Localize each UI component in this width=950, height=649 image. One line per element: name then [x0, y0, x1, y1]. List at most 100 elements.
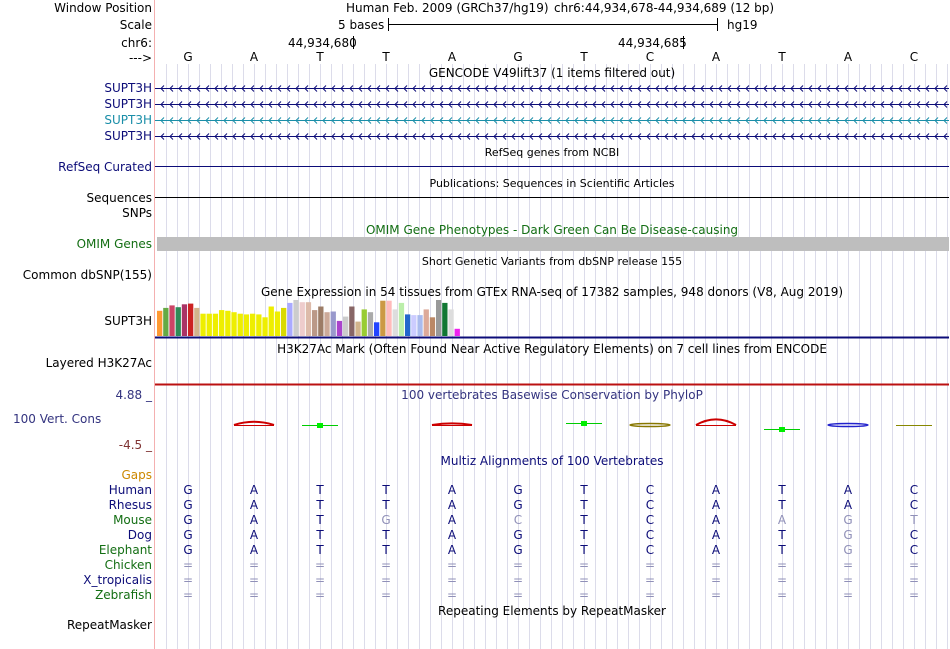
conservation-max-label: 4.88 _ [115, 388, 152, 402]
aligned-base: T [778, 543, 786, 557]
gtex-tissue-bar [243, 314, 250, 336]
gtex-tissue-bar [194, 307, 200, 336]
reference-base: A [711, 50, 721, 64]
aligned-base: = [710, 558, 722, 572]
gtex-tissue-bar [361, 309, 367, 336]
gtex-tissue-bar [386, 300, 392, 336]
ruler-tick-label-2: 44,934,685 [618, 36, 687, 50]
gtex-tissue-bar [163, 307, 169, 336]
species-label[interactable]: Human [108, 483, 152, 497]
repeatmasker-label[interactable]: RepeatMasker [66, 618, 152, 632]
aligned-base: = [512, 558, 524, 572]
aligned-base: A [447, 543, 457, 557]
omim-genes-label[interactable]: OMIM Genes [76, 237, 152, 251]
window-position-label: Window Position [54, 1, 152, 15]
species-label[interactable]: Zebrafish [95, 588, 152, 602]
aligned-base: = [578, 573, 590, 587]
window-coordinates: chr6:44,934,678-44,934,689 (12 bp) [554, 1, 775, 15]
aligned-base: A [447, 528, 457, 542]
gencode-transcript-label[interactable]: SUPT3H [104, 113, 152, 127]
aligned-base: C [645, 543, 655, 557]
gtex-tissue-bar [417, 315, 423, 336]
reference-base: G [183, 50, 193, 64]
sequences-label[interactable]: Sequences [86, 191, 152, 205]
aligned-base: = [776, 573, 788, 587]
gtex-tissue-bar [237, 313, 243, 336]
species-label[interactable]: X_tropicalis [83, 573, 152, 587]
gtex-tissue-bar [169, 305, 175, 336]
refseq-curated-label[interactable]: RefSeq Curated [58, 160, 152, 174]
dbsnp-title: Short Genetic Variants from dbSNP releas… [421, 255, 683, 268]
gtex-tissue-bar [287, 302, 293, 336]
conservation-label[interactable]: 100 Vert. Cons [13, 412, 102, 426]
aligned-base: = [182, 588, 194, 602]
gtex-tissue-bar [436, 300, 442, 336]
aligned-base: = [644, 558, 656, 572]
reference-base: T [580, 50, 588, 64]
gtex-tissue-bar [188, 303, 194, 336]
aligned-base: T [580, 513, 588, 527]
multiz-title: Multiz Alignments of 100 Vertebrates [440, 454, 664, 468]
gtex-tissue-bar [206, 313, 212, 336]
gtex-tissue-bar [274, 311, 281, 336]
h3k27ac-label[interactable]: Layered H3K27Ac [45, 356, 152, 370]
gtex-tissue-bar [318, 306, 324, 336]
aligned-base: T [580, 483, 588, 497]
aligned-base: = [182, 573, 194, 587]
ruler-tick-label-1: 44,934,680 [288, 36, 357, 50]
dbsnp-label[interactable]: Common dbSNP(155) [22, 268, 152, 282]
gtex-tissue-bar [442, 302, 448, 336]
gaps-label[interactable]: Gaps [121, 468, 152, 482]
refseq-title: RefSeq genes from NCBI [484, 146, 620, 159]
gtex-tissue-bar [231, 312, 237, 336]
aligned-base: T [778, 483, 786, 497]
species-label[interactable]: Elephant [98, 543, 152, 557]
aligned-base: C [645, 498, 655, 512]
species-label[interactable]: Chicken [104, 558, 152, 572]
gtex-tissue-bar [293, 300, 299, 336]
reference-base: A [249, 50, 259, 64]
aligned-base: C [909, 528, 919, 542]
reference-base: T [316, 50, 324, 64]
gtex-tissue-bar [181, 304, 188, 336]
aligned-base: = [248, 573, 260, 587]
gtex-gene-label[interactable]: SUPT3H [104, 314, 152, 328]
aligned-base: G [843, 528, 853, 542]
aligned-base: = [446, 558, 458, 572]
snps-label[interactable]: SNPs [122, 206, 152, 220]
aligned-base: = [644, 573, 656, 587]
aligned-base: T [316, 483, 324, 497]
species-label[interactable]: Mouse [113, 513, 152, 527]
strand-chevrons [160, 133, 948, 140]
aligned-base: = [314, 588, 326, 602]
aligned-base: A [843, 483, 853, 497]
gtex-tissue-bar [411, 315, 417, 336]
gtex-tissue-bar [262, 317, 268, 336]
gtex-tissue-bar [175, 307, 181, 336]
gtex-tissue-bar [212, 313, 219, 336]
aligned-base: G [183, 528, 193, 542]
gtex-tissue-bar [305, 302, 312, 336]
label-divider[interactable] [154, 0, 155, 649]
gencode-title: GENCODE V49lift37 (1 items filtered out) [428, 66, 676, 80]
gencode-transcript-label[interactable]: SUPT3H [104, 97, 152, 111]
aligned-base: = [908, 558, 920, 572]
species-label[interactable]: Dog [127, 528, 152, 542]
aligned-base: = [776, 558, 788, 572]
gtex-tissue-bar [423, 309, 429, 336]
scale-span-text: 5 bases [338, 18, 385, 32]
gencode-transcript-label[interactable]: SUPT3H [104, 81, 152, 95]
gtex-tissue-bar [219, 310, 225, 336]
gencode-transcript-label[interactable]: SUPT3H [104, 129, 152, 143]
gtex-tissue-bar [299, 302, 305, 336]
aligned-base: T [316, 498, 324, 512]
aligned-base: = [908, 573, 920, 587]
species-label[interactable]: Rhesus [108, 498, 152, 512]
aligned-base: G [513, 498, 523, 512]
aligned-base: T [910, 513, 918, 527]
aligned-base: = [842, 558, 854, 572]
aligned-base: = [578, 558, 590, 572]
aligned-base: C [645, 528, 655, 542]
aligned-base: = [842, 573, 854, 587]
